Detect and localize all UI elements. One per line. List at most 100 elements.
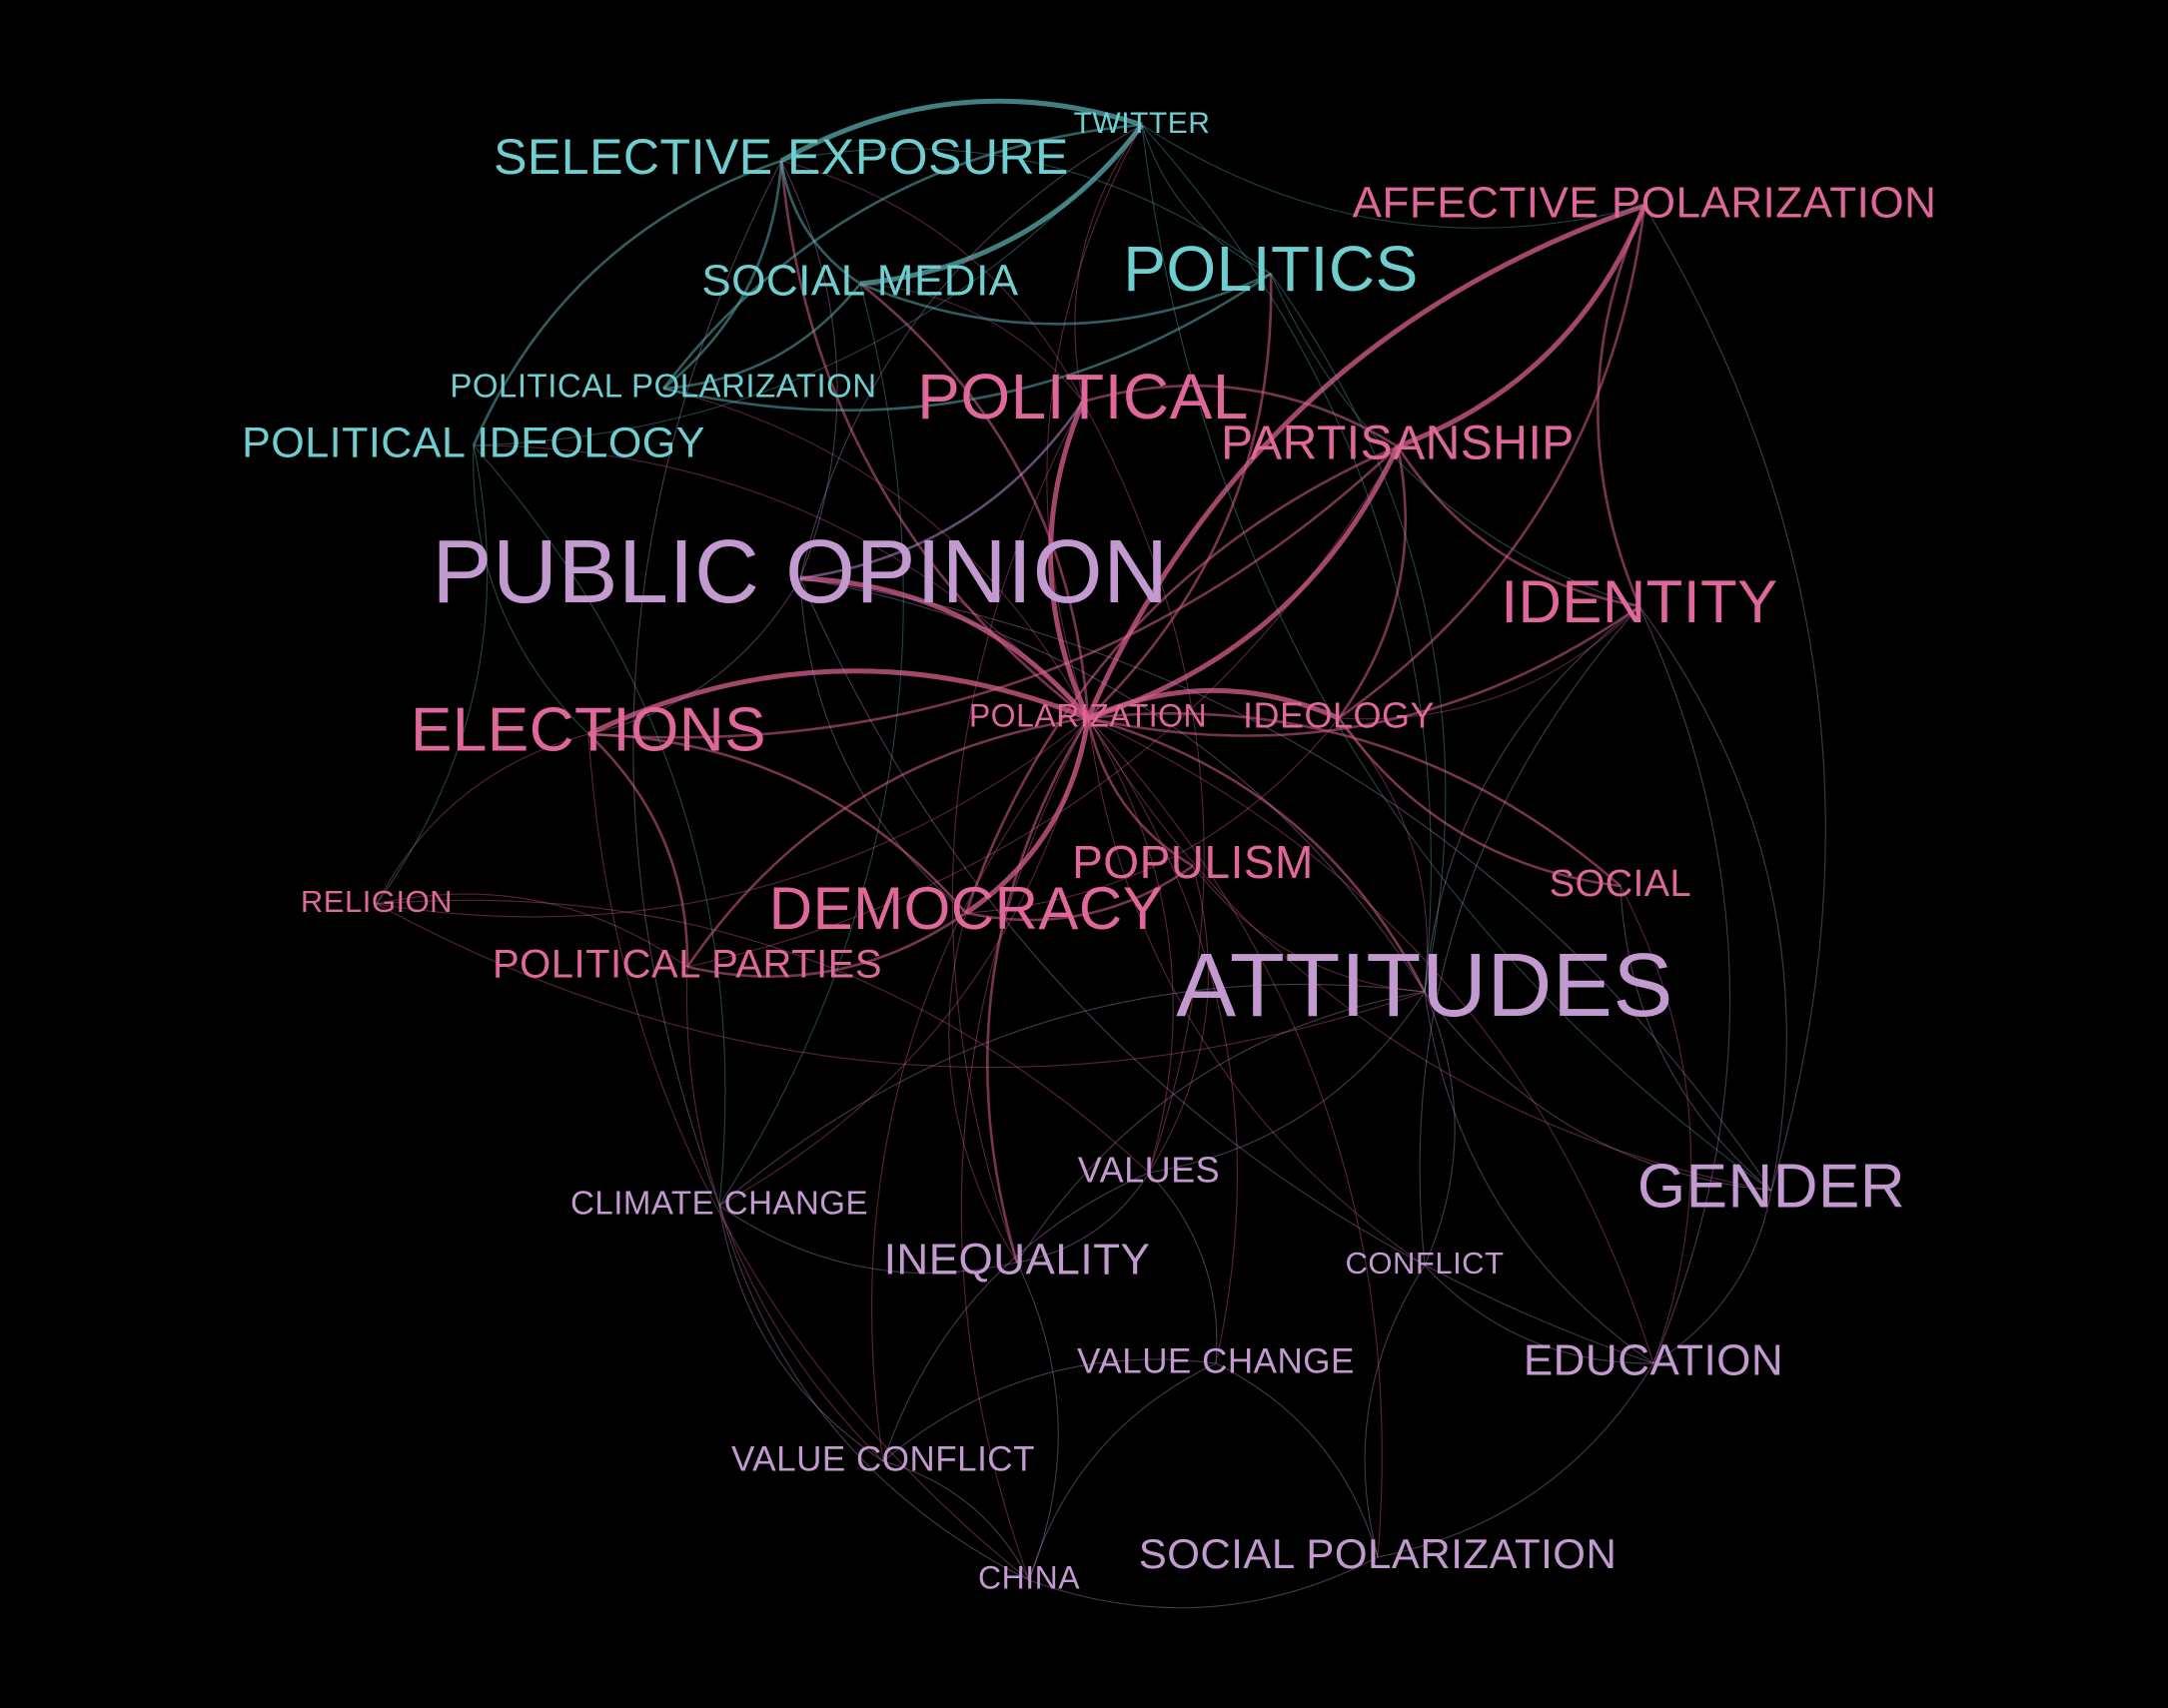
edge-democracy-political-parties	[686, 911, 967, 978]
node-label-polarization[interactable]: POLARIZATION	[969, 697, 1207, 733]
edge-conflict-identity	[1419, 605, 1640, 1267]
node-label-climate-change[interactable]: CLIMATE CHANGE	[570, 1185, 868, 1222]
edge-public-opinion-education	[799, 577, 1654, 1364]
edge-public-opinion-gender	[799, 577, 1772, 1192]
edge-polarization-conflict	[1087, 717, 1426, 1267]
node-label-social-media[interactable]: SOCIAL MEDIA	[701, 257, 1018, 306]
edge-selective-exposure-twitter	[779, 98, 1143, 164]
edge-value-change-social-polarization	[1215, 1362, 1379, 1558]
node-label-inequality[interactable]: INEQUALITY	[884, 1236, 1151, 1284]
edge-partisanship-political	[1082, 384, 1399, 448]
edge-polarization-political-polarization	[662, 388, 1089, 719]
edge-climate-change-value-conflict	[718, 1205, 884, 1462]
edge-public-opinion-selective-exposure	[780, 160, 838, 579]
edge-attitudes-inequality	[1016, 991, 1426, 1264]
node-label-attitudes[interactable]: ATTITUDES	[1176, 936, 1673, 1036]
edge-values-value-change	[1148, 1172, 1218, 1364]
edge-political-ideology-elections	[473, 444, 589, 735]
node-label-democracy[interactable]: DEMOCRACY	[769, 875, 1164, 942]
edge-gender-education	[1652, 1190, 1772, 1364]
edge-partisanship-political-parties	[686, 445, 1399, 968]
edge-affective-polarization-partisanship	[1397, 205, 1647, 449]
edge-inequality-china	[1016, 1262, 1059, 1581]
edge-social-media-climate-change	[718, 283, 904, 1207]
edge-political-ideology-religion	[376, 444, 489, 905]
edge-social-polarization-education	[1377, 1362, 1654, 1558]
node-label-social[interactable]: SOCIAL	[1550, 863, 1691, 905]
node-label-value-conflict[interactable]: VALUE CONFLICT	[731, 1439, 1035, 1478]
edge-political-ideology-selective-exposure	[472, 159, 782, 446]
edge-public-opinion-elections	[587, 577, 801, 735]
edge-polarization-china	[960, 717, 1089, 1581]
edge-selective-exposure-social-media	[779, 160, 861, 286]
edge-elections-religion	[376, 733, 589, 905]
edge-ideology-democracy	[965, 717, 1340, 914]
edge-china-value-conflict	[882, 1460, 1030, 1581]
edge-attitudes-conflict	[1424, 991, 1456, 1267]
node-label-political-parties[interactable]: POLITICAL PARTIES	[493, 943, 882, 987]
node-label-education[interactable]: EDUCATION	[1524, 1336, 1783, 1385]
edge-polarization-social	[1087, 712, 1622, 887]
edge-political-ideology-climate-change	[473, 444, 726, 1207]
node-label-conflict[interactable]: CONFLICT	[1346, 1246, 1505, 1281]
edge-twitter-gender	[1141, 124, 1772, 1192]
edge-politics-social-media	[859, 272, 1272, 326]
edge-political-polarization-social-media	[662, 283, 862, 391]
edge-polarization-attitudes	[1087, 716, 1427, 993]
node-label-politics[interactable]: POLITICS	[1123, 233, 1419, 305]
edge-populism-attitudes	[1192, 865, 1426, 993]
edge-elections-china	[587, 733, 1030, 1581]
edge-polarization-climate-change	[718, 717, 1089, 1207]
node-label-public-opinion[interactable]: PUBLIC OPINION	[432, 522, 1168, 622]
edge-religion-attitudes	[376, 903, 1426, 1069]
edge-gender-social	[1620, 885, 1772, 1192]
edge-social-polarization-conflict	[1364, 1265, 1426, 1558]
edge-climate-change-selective-exposure	[632, 160, 782, 1207]
edge-elections-democracy	[587, 732, 967, 914]
edge-political-ideology-twitter	[473, 124, 1143, 446]
node-label-value-change[interactable]: VALUE CHANGE	[1077, 1341, 1355, 1380]
edge-polarization-social-polarization	[1087, 717, 1383, 1558]
node-label-political[interactable]: POLITICAL	[917, 361, 1249, 432]
edge-political-selective-exposure	[780, 160, 1084, 403]
node-label-social-polarization[interactable]: SOCIAL POLARIZATION	[1139, 1530, 1618, 1577]
node-label-identity[interactable]: IDENTITY	[1501, 568, 1777, 635]
edge-democracy-populism	[965, 864, 1194, 922]
node-label-selective-exposure[interactable]: SELECTIVE EXPOSURE	[494, 129, 1069, 185]
edge-public-opinion-political	[799, 401, 1085, 580]
edge-polarization-social-media	[859, 282, 1090, 719]
edge-polarization-affective-polarization	[1085, 203, 1645, 720]
edge-partisanship-identity	[1396, 445, 1640, 608]
edge-polarization-political	[1048, 401, 1091, 720]
node-label-values[interactable]: VALUES	[1078, 1150, 1220, 1191]
edge-attitudes-values	[1148, 991, 1426, 1174]
node-label-populism[interactable]: POPULISM	[1072, 836, 1314, 888]
node-label-political-ideology[interactable]: POLITICAL IDEOLOGY	[242, 419, 705, 466]
edge-polarization-public-opinion	[799, 575, 1090, 720]
node-label-partisanship[interactable]: PARTISANSHIP	[1221, 418, 1575, 470]
node-label-political-polarization[interactable]: POLITICAL POLARIZATION	[450, 368, 876, 405]
edge-china-climate-change	[718, 1205, 1030, 1581]
edge-selective-exposure-political-polarization	[662, 160, 783, 391]
node-label-religion[interactable]: RELIGION	[301, 884, 453, 919]
edge-gender-affective-polarization	[1643, 205, 1826, 1192]
edge-social-media-twitter	[859, 123, 1145, 287]
node-label-twitter[interactable]: TWITTER	[1074, 107, 1211, 140]
node-label-china[interactable]: CHINA	[978, 1559, 1080, 1595]
edge-polarization-political-ideology	[473, 444, 1089, 719]
node-label-affective-polarization[interactable]: AFFECTIVE POLARIZATION	[1353, 179, 1937, 228]
edge-public-opinion-twitter	[799, 124, 1143, 579]
node-label-gender[interactable]: GENDER	[1637, 1152, 1905, 1221]
edge-polarization-inequality	[986, 717, 1090, 1264]
edge-polarization-education	[1087, 717, 1654, 1364]
edge-public-opinion-democracy	[799, 577, 967, 914]
node-label-ideology[interactable]: IDEOLOGY	[1243, 695, 1435, 736]
edge-gender-identity	[1638, 605, 1787, 1192]
node-label-elections[interactable]: ELECTIONS	[411, 695, 766, 764]
edge-politics-identity	[1270, 273, 1640, 607]
edge-politics-twitter	[1141, 124, 1272, 275]
edge-attitudes-identity	[1424, 605, 1640, 993]
edge-polarization-gender	[1087, 717, 1772, 1192]
